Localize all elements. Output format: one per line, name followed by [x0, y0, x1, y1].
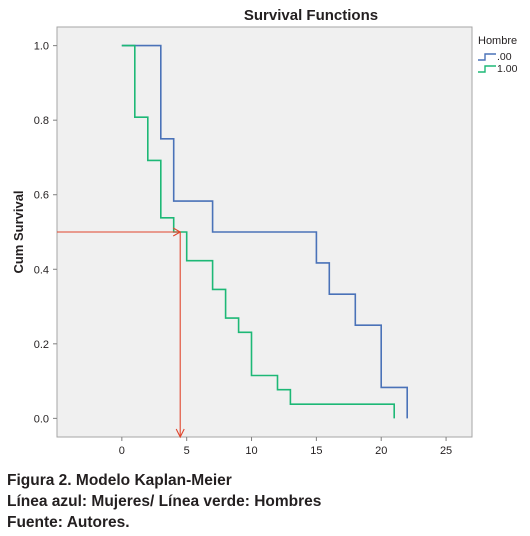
series-lines — [121, 44, 409, 419]
y-tick-label: 0.6 — [34, 190, 49, 202]
legend-label: 1.00 — [497, 63, 518, 75]
chart-title: Survival Functions — [244, 7, 378, 24]
legend: Hombre .001.00 — [478, 35, 518, 75]
x-tick-label: 0 — [119, 445, 125, 457]
x-tick-label: 25 — [440, 445, 452, 457]
series-line-blue — [121, 44, 409, 419]
x-tick-label: 15 — [310, 445, 322, 457]
legend-swatch — [478, 65, 496, 73]
y-axis-ticks: 0.0 0.2 0.4 0.6 0.8 1.0 — [34, 41, 57, 425]
x-tick-label: 5 — [184, 445, 190, 457]
series-line-green — [121, 44, 396, 419]
y-tick-label: 0.2 — [34, 339, 49, 351]
legend-title: Hombre — [478, 35, 517, 47]
y-tick-label: 0.0 — [34, 413, 49, 425]
y-axis-label: Cum Survival — [11, 190, 26, 273]
x-tick-label: 20 — [375, 445, 387, 457]
figure-caption: Figura 2. Modelo Kaplan-Meier Línea azul… — [7, 470, 321, 533]
median-annotation — [57, 227, 185, 439]
y-tick-label: 1.0 — [34, 41, 49, 53]
legend-label: .00 — [497, 51, 512, 63]
legend-swatch — [478, 53, 496, 61]
x-axis-ticks: 0 5 10 15 20 25 — [119, 437, 452, 457]
caption-line-2: Línea azul: Mujeres/ Línea verde: Hombre… — [7, 493, 322, 510]
kaplan-meier-chart: Survival Functions Cum Survival 0.00.20.… — [11, 7, 518, 457]
median-arrowhead-down — [175, 428, 185, 439]
y-tick-label: 0.8 — [34, 115, 49, 127]
y-tick-label: 0.4 — [34, 264, 49, 276]
caption-line-3: Fuente: Autores. — [7, 514, 130, 531]
caption-line-1: Figura 2. Modelo Kaplan-Meier — [7, 472, 232, 489]
x-tick-label: 10 — [245, 445, 257, 457]
